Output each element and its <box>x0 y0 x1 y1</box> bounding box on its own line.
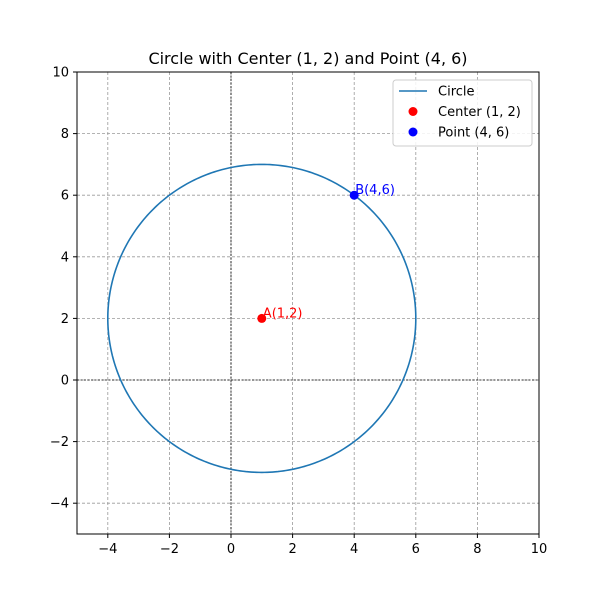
y-tick-label: −2 <box>50 435 69 450</box>
point-annotation: B(4,6) <box>355 183 395 198</box>
chart-title: Circle with Center (1, 2) and Point (4, … <box>148 49 467 68</box>
plot-area: A(1,2) B(4,6) −4 −2 0 2 4 6 8 10 −4 −2 0 2 4 6 8 10 <box>50 66 547 558</box>
circle-line <box>106 163 417 474</box>
legend-point-marker <box>408 107 418 116</box>
x-tick-label: 4 <box>350 542 358 557</box>
legend-label: Circle <box>438 85 475 100</box>
data-point <box>349 190 359 200</box>
legend-label: Center (1, 2) <box>438 105 521 120</box>
legend: Circle Center (1, 2) Point (4, 6) <box>392 79 533 147</box>
legend-point-marker <box>408 127 418 137</box>
plot-frame <box>76 71 540 535</box>
y-tick-label: −4 <box>50 497 69 512</box>
x-tick-label: 10 <box>531 542 548 557</box>
point-annotation: A(1,2) <box>263 306 303 321</box>
x-tick-label: −2 <box>160 542 179 557</box>
y-tick-label: 4 <box>61 250 69 265</box>
x-tick-label: 8 <box>473 542 481 557</box>
y-tick-label: 6 <box>61 189 69 204</box>
x-tick-label: 6 <box>412 542 420 557</box>
x-tick-label: −4 <box>98 542 117 557</box>
y-tick-label: 0 <box>61 374 69 389</box>
data-point <box>257 313 267 323</box>
legend-box <box>392 79 533 147</box>
x-tick-label: 2 <box>288 542 296 557</box>
x-tick-label: 0 <box>227 542 235 557</box>
y-tick-label: 10 <box>52 66 69 81</box>
y-tick-label: 2 <box>61 312 69 327</box>
y-tick-label: 8 <box>61 127 69 142</box>
legend-label: Point (4, 6) <box>438 126 509 141</box>
